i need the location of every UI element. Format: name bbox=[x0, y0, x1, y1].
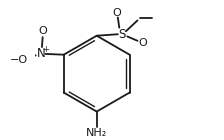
Text: −O: −O bbox=[10, 55, 28, 65]
Text: S: S bbox=[118, 28, 125, 41]
Text: +: + bbox=[42, 45, 49, 54]
Text: O: O bbox=[113, 8, 121, 18]
Text: O: O bbox=[138, 38, 147, 48]
Text: O: O bbox=[38, 26, 47, 36]
Text: NH₂: NH₂ bbox=[86, 128, 107, 138]
Text: N: N bbox=[37, 47, 46, 60]
